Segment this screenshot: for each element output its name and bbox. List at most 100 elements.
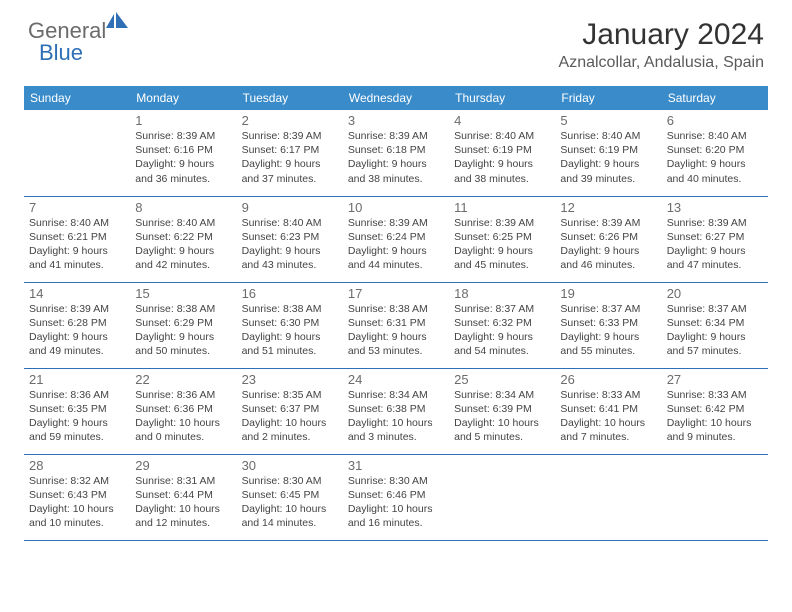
day-number: 24 [348,372,444,387]
day-number: 14 [29,286,125,301]
calendar-cell: 20Sunrise: 8:37 AMSunset: 6:34 PMDayligh… [662,282,768,368]
calendar-cell: 17Sunrise: 8:38 AMSunset: 6:31 PMDayligh… [343,282,449,368]
day-info: Sunrise: 8:39 AMSunset: 6:26 PMDaylight:… [560,216,656,273]
day-info: Sunrise: 8:37 AMSunset: 6:33 PMDaylight:… [560,302,656,359]
brand-blue: Blue [39,40,83,66]
calendar-cell: 22Sunrise: 8:36 AMSunset: 6:36 PMDayligh… [130,368,236,454]
calendar-cell: 11Sunrise: 8:39 AMSunset: 6:25 PMDayligh… [449,196,555,282]
day-info: Sunrise: 8:40 AMSunset: 6:19 PMDaylight:… [454,129,550,186]
calendar-cell: 3Sunrise: 8:39 AMSunset: 6:18 PMDaylight… [343,110,449,196]
day-header: Saturday [662,86,768,110]
calendar-cell: 1Sunrise: 8:39 AMSunset: 6:16 PMDaylight… [130,110,236,196]
brand-blue-wrap: Blue [38,40,83,66]
calendar-cell: 15Sunrise: 8:38 AMSunset: 6:29 PMDayligh… [130,282,236,368]
day-number: 8 [135,200,231,215]
calendar-cell: 8Sunrise: 8:40 AMSunset: 6:22 PMDaylight… [130,196,236,282]
calendar-row: 21Sunrise: 8:36 AMSunset: 6:35 PMDayligh… [24,368,768,454]
day-number: 27 [667,372,763,387]
day-info: Sunrise: 8:38 AMSunset: 6:29 PMDaylight:… [135,302,231,359]
calendar-row: 1Sunrise: 8:39 AMSunset: 6:16 PMDaylight… [24,110,768,196]
day-info: Sunrise: 8:38 AMSunset: 6:31 PMDaylight:… [348,302,444,359]
calendar-cell: 27Sunrise: 8:33 AMSunset: 6:42 PMDayligh… [662,368,768,454]
calendar-cell: 13Sunrise: 8:39 AMSunset: 6:27 PMDayligh… [662,196,768,282]
calendar-cell: 26Sunrise: 8:33 AMSunset: 6:41 PMDayligh… [555,368,661,454]
day-number: 31 [348,458,444,473]
day-number: 4 [454,113,550,128]
day-header: Tuesday [237,86,343,110]
page-header: General January 2024 Aznalcollar, Andalu… [0,0,792,80]
calendar-cell: 4Sunrise: 8:40 AMSunset: 6:19 PMDaylight… [449,110,555,196]
day-info: Sunrise: 8:37 AMSunset: 6:32 PMDaylight:… [454,302,550,359]
calendar-body: 1Sunrise: 8:39 AMSunset: 6:16 PMDaylight… [24,110,768,540]
day-number: 12 [560,200,656,215]
day-number: 6 [667,113,763,128]
day-info: Sunrise: 8:39 AMSunset: 6:24 PMDaylight:… [348,216,444,273]
calendar-cell-empty [555,454,661,540]
calendar-cell: 31Sunrise: 8:30 AMSunset: 6:46 PMDayligh… [343,454,449,540]
calendar-cell: 28Sunrise: 8:32 AMSunset: 6:43 PMDayligh… [24,454,130,540]
day-number: 5 [560,113,656,128]
day-number: 26 [560,372,656,387]
day-info: Sunrise: 8:39 AMSunset: 6:28 PMDaylight:… [29,302,125,359]
day-info: Sunrise: 8:39 AMSunset: 6:27 PMDaylight:… [667,216,763,273]
calendar-cell: 2Sunrise: 8:39 AMSunset: 6:17 PMDaylight… [237,110,343,196]
day-number: 23 [242,372,338,387]
calendar-row: 14Sunrise: 8:39 AMSunset: 6:28 PMDayligh… [24,282,768,368]
day-number: 25 [454,372,550,387]
title-block: January 2024 Aznalcollar, Andalusia, Spa… [559,18,764,72]
day-info: Sunrise: 8:34 AMSunset: 6:39 PMDaylight:… [454,388,550,445]
day-info: Sunrise: 8:39 AMSunset: 6:17 PMDaylight:… [242,129,338,186]
day-number: 21 [29,372,125,387]
calendar-cell: 23Sunrise: 8:35 AMSunset: 6:37 PMDayligh… [237,368,343,454]
day-info: Sunrise: 8:37 AMSunset: 6:34 PMDaylight:… [667,302,763,359]
calendar-cell: 29Sunrise: 8:31 AMSunset: 6:44 PMDayligh… [130,454,236,540]
calendar: SundayMondayTuesdayWednesdayThursdayFrid… [24,86,768,541]
day-info: Sunrise: 8:35 AMSunset: 6:37 PMDaylight:… [242,388,338,445]
calendar-cell: 5Sunrise: 8:40 AMSunset: 6:19 PMDaylight… [555,110,661,196]
day-info: Sunrise: 8:40 AMSunset: 6:20 PMDaylight:… [667,129,763,186]
day-info: Sunrise: 8:34 AMSunset: 6:38 PMDaylight:… [348,388,444,445]
calendar-row: 28Sunrise: 8:32 AMSunset: 6:43 PMDayligh… [24,454,768,540]
day-number: 29 [135,458,231,473]
day-number: 2 [242,113,338,128]
calendar-row: 7Sunrise: 8:40 AMSunset: 6:21 PMDaylight… [24,196,768,282]
location-label: Aznalcollar, Andalusia, Spain [559,54,764,72]
day-number: 28 [29,458,125,473]
day-number: 30 [242,458,338,473]
day-info: Sunrise: 8:40 AMSunset: 6:22 PMDaylight:… [135,216,231,273]
calendar-cell: 25Sunrise: 8:34 AMSunset: 6:39 PMDayligh… [449,368,555,454]
calendar-cell: 16Sunrise: 8:38 AMSunset: 6:30 PMDayligh… [237,282,343,368]
day-number: 3 [348,113,444,128]
day-header: Monday [130,86,236,110]
calendar-cell: 24Sunrise: 8:34 AMSunset: 6:38 PMDayligh… [343,368,449,454]
day-number: 15 [135,286,231,301]
day-header: Friday [555,86,661,110]
day-info: Sunrise: 8:36 AMSunset: 6:35 PMDaylight:… [29,388,125,445]
day-info: Sunrise: 8:40 AMSunset: 6:19 PMDaylight:… [560,129,656,186]
day-number: 10 [348,200,444,215]
day-number: 7 [29,200,125,215]
day-number: 17 [348,286,444,301]
calendar-cell: 12Sunrise: 8:39 AMSunset: 6:26 PMDayligh… [555,196,661,282]
day-info: Sunrise: 8:36 AMSunset: 6:36 PMDaylight:… [135,388,231,445]
logo-sail-icon [106,12,130,35]
day-info: Sunrise: 8:33 AMSunset: 6:41 PMDaylight:… [560,388,656,445]
day-info: Sunrise: 8:30 AMSunset: 6:46 PMDaylight:… [348,474,444,531]
day-number: 13 [667,200,763,215]
calendar-cell: 18Sunrise: 8:37 AMSunset: 6:32 PMDayligh… [449,282,555,368]
day-info: Sunrise: 8:39 AMSunset: 6:18 PMDaylight:… [348,129,444,186]
calendar-cell: 14Sunrise: 8:39 AMSunset: 6:28 PMDayligh… [24,282,130,368]
calendar-cell: 21Sunrise: 8:36 AMSunset: 6:35 PMDayligh… [24,368,130,454]
day-number: 16 [242,286,338,301]
calendar-head: SundayMondayTuesdayWednesdayThursdayFrid… [24,86,768,110]
day-info: Sunrise: 8:39 AMSunset: 6:25 PMDaylight:… [454,216,550,273]
day-number: 18 [454,286,550,301]
day-info: Sunrise: 8:30 AMSunset: 6:45 PMDaylight:… [242,474,338,531]
day-info: Sunrise: 8:38 AMSunset: 6:30 PMDaylight:… [242,302,338,359]
calendar-cell-empty [662,454,768,540]
calendar-cell: 30Sunrise: 8:30 AMSunset: 6:45 PMDayligh… [237,454,343,540]
calendar-cell-empty [449,454,555,540]
calendar-cell: 19Sunrise: 8:37 AMSunset: 6:33 PMDayligh… [555,282,661,368]
calendar-cell-empty [24,110,130,196]
calendar-cell: 10Sunrise: 8:39 AMSunset: 6:24 PMDayligh… [343,196,449,282]
